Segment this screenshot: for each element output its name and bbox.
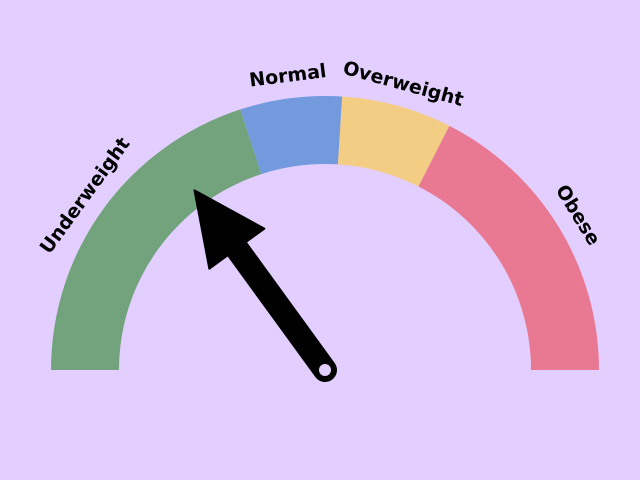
- gauge-arcs: [51, 96, 599, 370]
- gauge-segment-normal: [240, 96, 343, 175]
- gauge-needle: [193, 189, 337, 382]
- gauge-segment-overweight: [337, 96, 450, 187]
- gauge-segment-underweight: [51, 109, 262, 370]
- needle-arrowhead: [193, 189, 266, 270]
- gauge-label-normal: Normal: [248, 60, 328, 92]
- needle-shaft: [224, 236, 337, 382]
- needle-pivot: [319, 364, 331, 376]
- gauge-segment-obese: [418, 125, 599, 370]
